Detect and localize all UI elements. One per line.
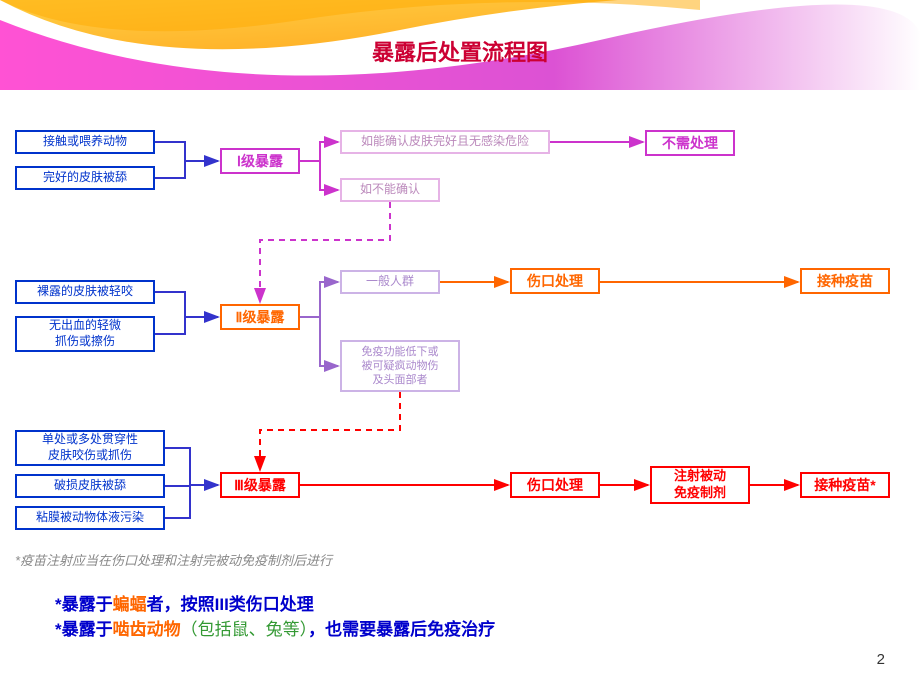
note2-b: ，也需要暴露后免疫治疗	[308, 620, 495, 639]
note1-a: *暴露于	[55, 595, 113, 614]
page-number: 2	[877, 651, 885, 668]
l2-branch-2: 免疫功能低下或 被可疑疯动物伤 及头面部者	[340, 340, 460, 392]
l3-result-1: 伤口处理	[510, 472, 600, 498]
l3-input-1: 单处或多处贯穿性 皮肤咬伤或抓伤	[15, 430, 165, 466]
l2-input-2: 无出血的轻微 抓伤或擦伤	[15, 316, 155, 352]
note2-a: *暴露于	[55, 620, 113, 639]
l2-branch-1: 一般人群	[340, 270, 440, 294]
l3-level-box: Ⅲ级暴露	[220, 472, 300, 498]
l1-branch-1: 如能确认皮肤完好且无感染危险	[340, 130, 550, 154]
title-text: 暴露后处置流程图	[372, 40, 548, 65]
l2-level-box: Ⅱ级暴露	[220, 304, 300, 330]
note-line-2: *暴露于啮齿动物（包括鼠、兔等），也需要暴露后免疫治疗	[55, 615, 495, 640]
flowchart-container: 接触或喂养动物 完好的皮肤被舔 Ⅰ级暴露 如能确认皮肤完好且无感染危险 如不能确…	[0, 100, 920, 560]
note-line-1: *暴露于蝙蝠者，按照III类伤口处理	[55, 590, 314, 615]
l2-result-1: 伤口处理	[510, 268, 600, 294]
l3-result-3: 接种疫苗*	[800, 472, 890, 498]
note1-b: 者，按照III类伤口处理	[147, 595, 314, 614]
l1-level-box: Ⅰ级暴露	[220, 148, 300, 174]
l3-input-2: 破损皮肤被舔	[15, 474, 165, 498]
footnote-gray: *疫苗注射应当在伤口处理和注射完被动免疫制剂后进行	[15, 550, 332, 569]
page-title: 暴露后处置流程图	[0, 35, 920, 67]
note2-hl: 啮齿动物	[113, 620, 181, 639]
l1-input-2: 完好的皮肤被舔	[15, 166, 155, 190]
l2-result-2: 接种疫苗	[800, 268, 890, 294]
l3-result-2: 注射被动 免疫制剂	[650, 466, 750, 504]
l3-input-3: 粘膜被动物体液污染	[15, 506, 165, 530]
l2-input-1: 裸露的皮肤被轻咬	[15, 280, 155, 304]
l1-branch-2: 如不能确认	[340, 178, 440, 202]
l1-input-1: 接触或喂养动物	[15, 130, 155, 154]
note1-hl: 蝙蝠	[113, 595, 147, 614]
note2-paren: （包括鼠、兔等）	[181, 620, 309, 639]
l1-result: 不需处理	[645, 130, 735, 156]
